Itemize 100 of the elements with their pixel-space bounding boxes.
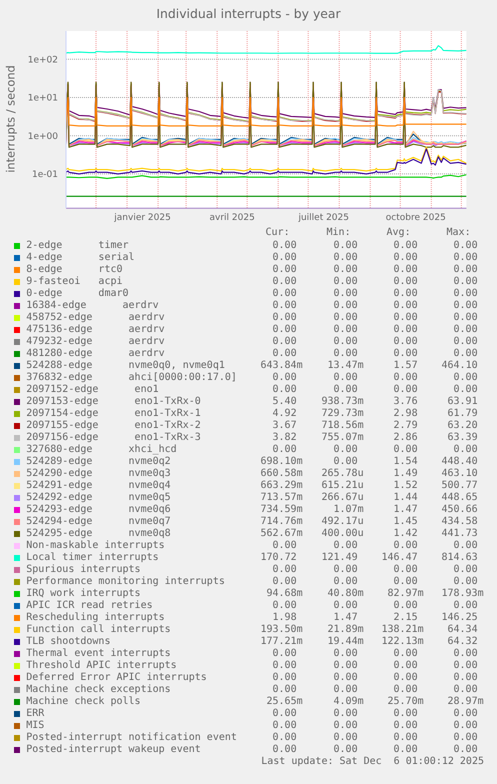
text: 0.00 bbox=[272, 708, 297, 720]
text: 0.00 bbox=[454, 276, 478, 288]
text: 734.59m bbox=[260, 504, 303, 516]
text: 1.54 bbox=[394, 456, 418, 468]
legend-label: Threshold APIC interrupts bbox=[26, 660, 177, 672]
text: 0.00 bbox=[394, 348, 418, 360]
text: 938.73m bbox=[321, 396, 364, 408]
text: 755.07m bbox=[321, 432, 364, 444]
text: 0.00 bbox=[334, 600, 358, 612]
text: 0.00 bbox=[334, 300, 358, 312]
text: 0.00 bbox=[334, 372, 358, 384]
text: 0.00 bbox=[334, 672, 358, 684]
text: 146.25 bbox=[441, 612, 478, 624]
text: 122.13m bbox=[381, 636, 424, 648]
text: 0.00 bbox=[394, 648, 418, 660]
legend-label: TLB shootdowns bbox=[26, 636, 110, 648]
text: 2.86 bbox=[394, 432, 418, 444]
text: 0.00 bbox=[334, 324, 358, 336]
legend-label: 2-edge timer bbox=[26, 240, 129, 252]
legend-label: 481280-edge aerdrv bbox=[26, 348, 165, 360]
text: 448.40 bbox=[441, 456, 478, 468]
text: 0.00 bbox=[454, 312, 478, 324]
legend-label: 458752-edge aerdrv bbox=[26, 312, 165, 324]
legend-label: 479232-edge aerdrv bbox=[26, 336, 165, 348]
text: 21.89m bbox=[327, 624, 364, 636]
legend-label: 327680-edge xhci_hcd bbox=[26, 444, 177, 456]
text: 0.00 bbox=[334, 444, 358, 456]
legend-label: Spurious interrupts bbox=[26, 564, 141, 576]
text: 0.00 bbox=[394, 336, 418, 348]
text: 0.00 bbox=[334, 720, 358, 732]
legend-label: 376832-edge ahci[0000:00:17.0] bbox=[26, 372, 237, 384]
text: 0.00 bbox=[454, 252, 478, 264]
text: Last update: Sat Dec 6 01:00:12 2025 bbox=[261, 756, 484, 768]
text: 0.00 bbox=[394, 720, 418, 732]
text: 0.00 bbox=[454, 576, 478, 588]
legend-label: 2097155-edge eno1-TxRx-2 bbox=[26, 420, 201, 432]
text: 0.00 bbox=[272, 324, 297, 336]
text: 0.00 bbox=[454, 324, 478, 336]
text: 0.00 bbox=[394, 660, 418, 672]
text: 0.00 bbox=[334, 312, 358, 324]
text: 0.00 bbox=[334, 564, 358, 576]
legend-label: 475136-edge aerdrv bbox=[26, 324, 165, 336]
text: 0.00 bbox=[272, 252, 297, 264]
text: 0.00 bbox=[334, 336, 358, 348]
text: 441.73 bbox=[441, 528, 478, 540]
text: 0.00 bbox=[334, 252, 358, 264]
text: 0.00 bbox=[334, 348, 358, 360]
y-tick-label: 1e-01 bbox=[32, 170, 58, 180]
text: 814.63 bbox=[441, 552, 478, 564]
text: 0.00 bbox=[272, 684, 297, 696]
x-tick-label: octobre 2025 bbox=[386, 212, 446, 223]
text: 1.49 bbox=[394, 468, 418, 480]
text: 0.00 bbox=[272, 336, 297, 348]
text: 63.20 bbox=[448, 420, 478, 432]
text: 63.39 bbox=[448, 432, 478, 444]
text: Cur: bbox=[266, 227, 290, 239]
text: 615.21u bbox=[321, 480, 364, 492]
text: 0.00 bbox=[394, 600, 418, 612]
legend-label: ERR bbox=[26, 708, 44, 720]
text: 4.92 bbox=[272, 408, 297, 420]
text: 0.00 bbox=[272, 264, 297, 276]
y-tick-label: 1e+01 bbox=[28, 94, 58, 104]
legend-label: Posted-interrupt notification event bbox=[26, 732, 237, 744]
text: 3.82 bbox=[272, 432, 297, 444]
text: 660.58m bbox=[260, 468, 303, 480]
text: 0.00 bbox=[334, 540, 358, 552]
text: 0.00 bbox=[334, 240, 358, 252]
text: 177.21m bbox=[260, 636, 303, 648]
text: 0.00 bbox=[454, 744, 478, 756]
legend-label: 2097156-edge eno1-TxRx-3 bbox=[26, 432, 201, 444]
text: 0.00 bbox=[272, 540, 297, 552]
text: 0.00 bbox=[454, 732, 478, 744]
text: 0.00 bbox=[334, 684, 358, 696]
text: 0.00 bbox=[394, 276, 418, 288]
text: 0.00 bbox=[334, 744, 358, 756]
text: 3.76 bbox=[394, 396, 418, 408]
text: 450.66 bbox=[441, 504, 478, 516]
text: 0.00 bbox=[454, 288, 478, 300]
text: 0.00 bbox=[394, 564, 418, 576]
legend-label: Thermal event interrupts bbox=[26, 648, 171, 660]
text: 13.47m bbox=[327, 360, 364, 372]
text: 0.00 bbox=[272, 300, 297, 312]
text: 0.00 bbox=[454, 300, 478, 312]
text: 193.50m bbox=[260, 624, 303, 636]
text: 0.00 bbox=[394, 708, 418, 720]
line-series bbox=[66, 45, 466, 54]
text: 0.00 bbox=[334, 384, 358, 396]
text: 0.00 bbox=[454, 660, 478, 672]
text: Min: bbox=[326, 227, 351, 239]
legend-label: 8-edge rtc0 bbox=[26, 264, 123, 276]
legend-label: Function call interrupts bbox=[26, 624, 171, 636]
text: 0.00 bbox=[394, 384, 418, 396]
text: 0.00 bbox=[272, 564, 297, 576]
text: 2.98 bbox=[394, 408, 418, 420]
text: 121.49 bbox=[321, 552, 358, 564]
text: 138.21m bbox=[381, 624, 424, 636]
legend-label: 2097152-edge eno1 bbox=[26, 384, 159, 396]
text: 0.00 bbox=[394, 576, 418, 588]
legend-label: 4-edge serial bbox=[26, 252, 135, 264]
legend-label: IRQ work interrupts bbox=[26, 588, 141, 600]
